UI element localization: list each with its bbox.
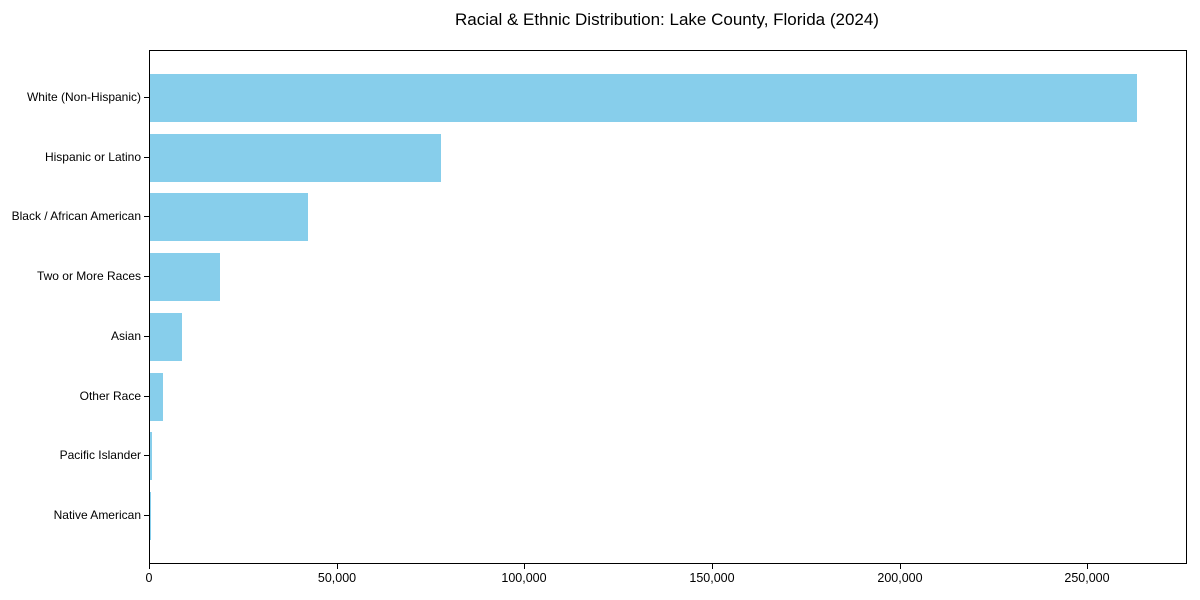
x-tick-label: 250,000 — [1064, 571, 1110, 585]
x-tick-label: 100,000 — [501, 571, 547, 585]
x-tick-mark — [1087, 564, 1088, 569]
y-tick-mark — [144, 455, 149, 456]
y-tick-label: Two or More Races — [36, 269, 141, 283]
y-tick-mark — [144, 97, 149, 98]
y-tick-label: Pacific Islander — [59, 448, 141, 462]
bar — [150, 432, 152, 480]
y-tick-mark — [144, 396, 149, 397]
bar — [150, 373, 164, 421]
y-tick-mark — [144, 515, 149, 516]
y-tick-mark — [144, 216, 149, 217]
x-tick-label: 150,000 — [689, 571, 735, 585]
bar — [150, 193, 308, 241]
bar — [150, 253, 220, 301]
x-tick-mark — [712, 564, 713, 569]
x-tick-label: 0 — [145, 571, 153, 585]
y-tick-label: White (Non-Hispanic) — [26, 90, 141, 104]
x-tick-mark — [900, 564, 901, 569]
y-tick-label: Native American — [53, 508, 141, 522]
chart-title: Racial & Ethnic Distribution: Lake Count… — [455, 10, 879, 29]
x-tick-label: 50,000 — [317, 571, 357, 585]
y-tick-label: Asian — [110, 329, 141, 343]
y-tick-label: Other Race — [79, 389, 141, 403]
y-tick-mark — [144, 336, 149, 337]
bar — [150, 313, 182, 361]
bar — [150, 492, 152, 540]
y-tick-label: Black / African American — [11, 209, 141, 223]
x-tick-label: 200,000 — [877, 571, 923, 585]
plot-area — [149, 50, 1187, 564]
y-tick-label: Hispanic or Latino — [44, 150, 141, 164]
x-tick-mark — [149, 564, 150, 569]
x-tick-mark — [337, 564, 338, 569]
bar — [150, 74, 1138, 122]
y-tick-mark — [144, 157, 149, 158]
bar — [150, 134, 441, 182]
x-tick-mark — [524, 564, 525, 569]
y-tick-mark — [144, 276, 149, 277]
